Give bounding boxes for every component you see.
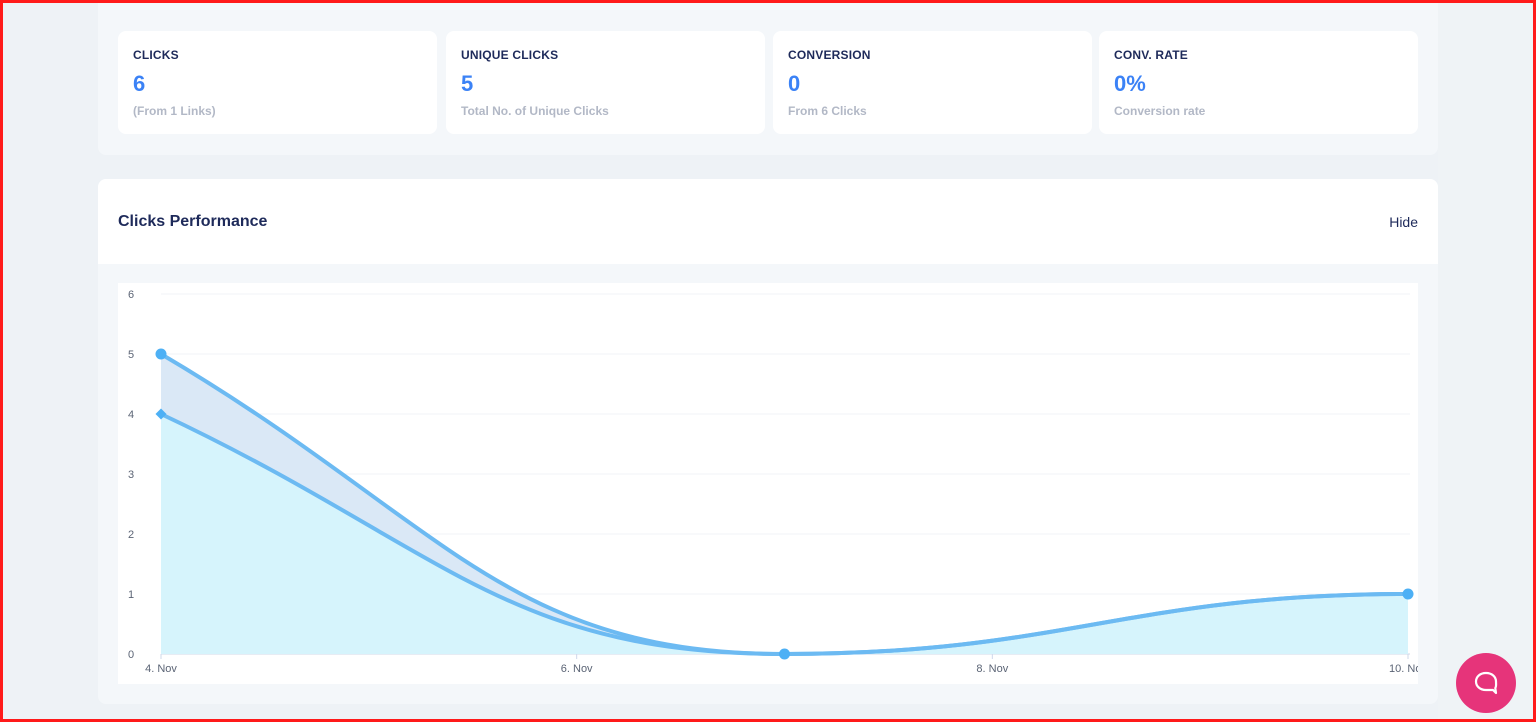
stat-title: UNIQUE CLICKS [461, 48, 559, 62]
clicks-chart-container: 0 1 2 3 4 5 6 4. Nov 6. Nov 8. Nov 10. Nov [118, 283, 1428, 684]
stat-value: 5 [461, 71, 474, 96]
stat-title: CONV. RATE [1114, 48, 1189, 62]
series-area-clicks [161, 414, 1408, 654]
stat-subtitle: From 6 Clicks [788, 104, 867, 118]
stat-title: CONVERSION [788, 48, 871, 62]
stat-subtitle: Total No. of Unique Clicks [461, 104, 609, 118]
x-tick-label: 10. Nov [1389, 663, 1418, 675]
chat-bubble-icon [1474, 671, 1498, 695]
clicks-chart: 0 1 2 3 4 5 6 4. Nov 6. Nov 8. Nov 10. Nov [128, 289, 1428, 675]
page-background-right [1438, 0, 1536, 722]
y-tick-label: 5 [128, 349, 134, 361]
y-tick-label: 0 [128, 649, 134, 661]
stat-card-clicks: CLICKS 6 (From 1 Links) [118, 31, 437, 134]
stat-title: CLICKS [133, 48, 179, 62]
panel-header: Clicks Performance Hide [98, 179, 1438, 264]
stat-value: 0 [788, 71, 801, 96]
y-tick-label: 3 [128, 469, 134, 481]
stat-subtitle: (From 1 Links) [133, 104, 216, 118]
series-point [155, 408, 167, 420]
stats-panel: CLICKS 6 (From 1 Links) UNIQUE CLICKS 5 … [98, 0, 1438, 155]
y-tick-label: 6 [128, 289, 134, 301]
stat-card-unique-clicks: UNIQUE CLICKS 5 Total No. of Unique Clic… [446, 31, 765, 134]
series-area-unique [161, 354, 1408, 654]
y-tick-label: 1 [128, 589, 134, 601]
stat-subtitle: Conversion rate [1114, 104, 1206, 118]
stat-card-conv-rate: CONV. RATE 0% Conversion rate [1099, 31, 1418, 134]
hide-chart-link[interactable]: Hide [1389, 214, 1418, 230]
series-point [155, 348, 167, 360]
stat-value: 6 [133, 71, 146, 96]
series-point [779, 648, 790, 660]
y-tick-label: 4 [128, 409, 134, 421]
chat-launcher-button[interactable] [1456, 653, 1516, 713]
stat-card-conversion: CONVERSION 0 From 6 Clicks [773, 31, 1092, 134]
x-tick-label: 8. Nov [976, 663, 1008, 675]
y-tick-label: 2 [128, 529, 134, 541]
series-point [1402, 588, 1414, 600]
panel-title: Clicks Performance [118, 213, 268, 230]
stat-value: 0% [1114, 71, 1146, 96]
clicks-performance-panel: Clicks Performance Hide 0 1 2 3 4 5 6 4. Nov 6. … [98, 179, 1438, 704]
x-tick-label: 4. Nov [145, 663, 177, 675]
x-tick-label: 6. Nov [561, 663, 593, 675]
